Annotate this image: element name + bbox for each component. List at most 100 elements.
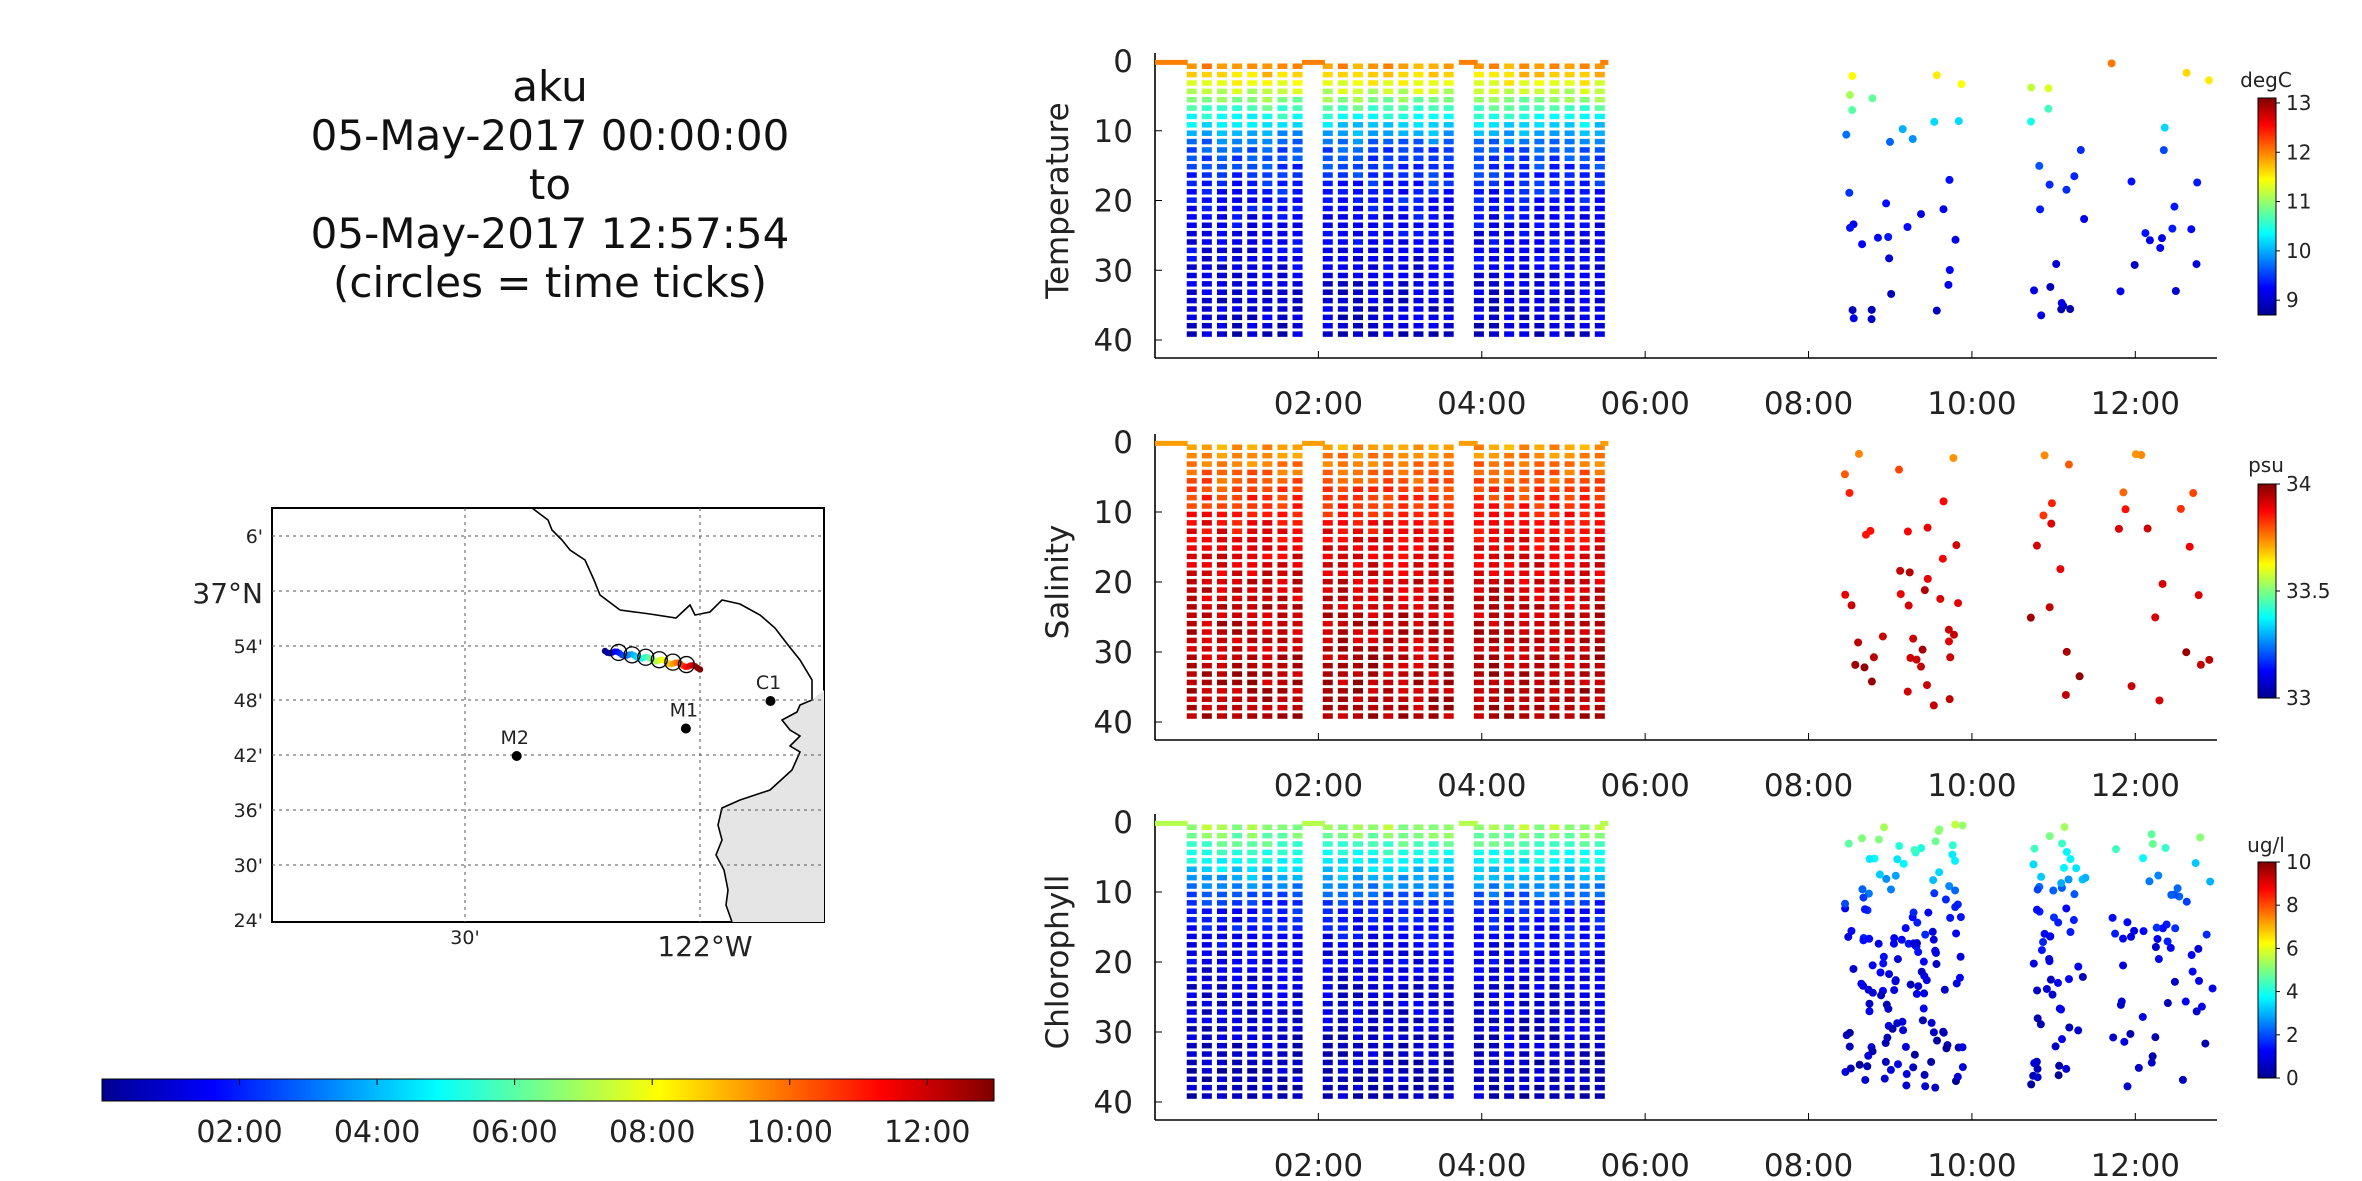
profile-sample — [1519, 662, 1530, 669]
profile-sample — [1292, 322, 1303, 329]
colorbar-gradient — [2257, 861, 2277, 1079]
profile-sample — [1413, 1059, 1424, 1066]
profile-sample — [1247, 1017, 1258, 1024]
profile-sample — [1292, 147, 1303, 153]
profile-sample — [1564, 247, 1575, 254]
profile-sample — [1368, 704, 1379, 711]
profile-sample — [1262, 452, 1273, 459]
profile-sample — [1579, 520, 1590, 526]
sample-point — [2064, 875, 2073, 884]
profile-sample — [1322, 189, 1333, 195]
profile-sample — [1398, 1026, 1409, 1032]
profile-sample — [1549, 883, 1560, 889]
profile-sample — [1413, 189, 1424, 195]
profile-sample — [1564, 595, 1575, 602]
sample-point — [2134, 1063, 2143, 1072]
profile-sample — [1322, 1093, 1333, 1099]
profile-sample — [1216, 503, 1227, 509]
profile-sample — [1519, 1009, 1530, 1015]
sample-point — [2044, 84, 2053, 93]
sample-point — [2145, 877, 2154, 886]
profile-sample — [1322, 180, 1333, 187]
profile-sample — [1201, 704, 1212, 711]
profile-sample — [1473, 1034, 1484, 1040]
profile-sample — [1489, 461, 1500, 467]
profile-sample — [1443, 503, 1454, 509]
profile-sample — [1337, 1042, 1348, 1049]
profile-sample — [1473, 444, 1484, 450]
profile-sample — [1353, 874, 1364, 881]
profile-sample — [1232, 281, 1243, 287]
profile-sample — [1549, 1084, 1560, 1091]
profile-sample — [1186, 858, 1197, 864]
sample-point — [1848, 306, 1857, 315]
sample-point — [2187, 951, 2196, 960]
profile-sample — [1594, 63, 1605, 69]
profile-sample — [1292, 331, 1303, 337]
sample-point — [1848, 106, 1857, 115]
profile-sample — [1292, 214, 1303, 220]
profile-sample — [1398, 297, 1409, 304]
profile-sample — [1247, 239, 1258, 245]
profile-sample — [1292, 189, 1303, 195]
profile-sample — [1443, 239, 1454, 245]
profile-sample — [1534, 461, 1545, 467]
profile-sample — [1428, 331, 1439, 337]
profile-sample — [1443, 297, 1454, 304]
profile-sample — [1186, 1093, 1197, 1099]
profile-sample — [1216, 96, 1227, 103]
profile-sample — [1383, 105, 1394, 111]
profile-sample — [1201, 452, 1212, 459]
profile-sample — [1579, 679, 1590, 686]
sample-point — [1886, 137, 1895, 146]
profile-sample — [1413, 214, 1424, 220]
profile-sample — [1277, 331, 1288, 337]
profile-sample — [1594, 925, 1605, 931]
profile-sample — [1428, 562, 1439, 568]
profile-sample — [1277, 122, 1288, 128]
profile-sample — [1353, 130, 1364, 136]
profile-sample — [1337, 545, 1348, 551]
profile-sample — [1353, 612, 1364, 618]
profile-sample — [1322, 908, 1333, 914]
profile-sample — [1398, 239, 1409, 245]
profile-sample — [1489, 1068, 1500, 1074]
profile-sample — [1489, 1051, 1500, 1057]
profile-sample — [1398, 866, 1409, 872]
profile-sample — [1186, 1017, 1197, 1024]
profile-sample — [1473, 230, 1484, 237]
profile-sample — [1247, 80, 1258, 86]
profile-sample — [1201, 172, 1212, 178]
dense-profiles — [1155, 820, 1609, 1099]
profile-sample — [1579, 306, 1590, 312]
profile-sample — [1353, 824, 1364, 830]
profile-sample — [1428, 88, 1439, 95]
profile-sample — [1232, 942, 1243, 948]
profile-sample — [1489, 604, 1500, 610]
station-label: C1 — [756, 672, 781, 694]
profile-sample — [1232, 147, 1243, 153]
sample-point — [1948, 841, 1957, 850]
profile-sample — [1201, 461, 1212, 467]
profile-sample — [1519, 155, 1530, 162]
profile-sample — [1594, 696, 1605, 702]
profile-sample — [1368, 874, 1379, 881]
sample-point — [2173, 884, 2182, 893]
profile-sample — [1504, 80, 1515, 86]
sample-point — [2163, 937, 2172, 946]
profile-sample — [1519, 841, 1530, 847]
profile-sample — [1398, 247, 1409, 254]
profile-sample — [1232, 832, 1243, 839]
profile-sample — [1564, 612, 1575, 618]
profile-sample — [1579, 172, 1590, 178]
profile-sample — [1383, 646, 1394, 652]
profile-sample — [1443, 180, 1454, 187]
profile-sample — [1489, 688, 1500, 694]
profile-sample — [1383, 925, 1394, 931]
profile-sample — [1504, 172, 1515, 178]
profile-sample — [1247, 494, 1258, 501]
profile-sample — [1443, 528, 1454, 534]
sample-point — [2159, 146, 2168, 155]
profile-sample — [1413, 180, 1424, 187]
profile-sample — [1579, 671, 1590, 677]
